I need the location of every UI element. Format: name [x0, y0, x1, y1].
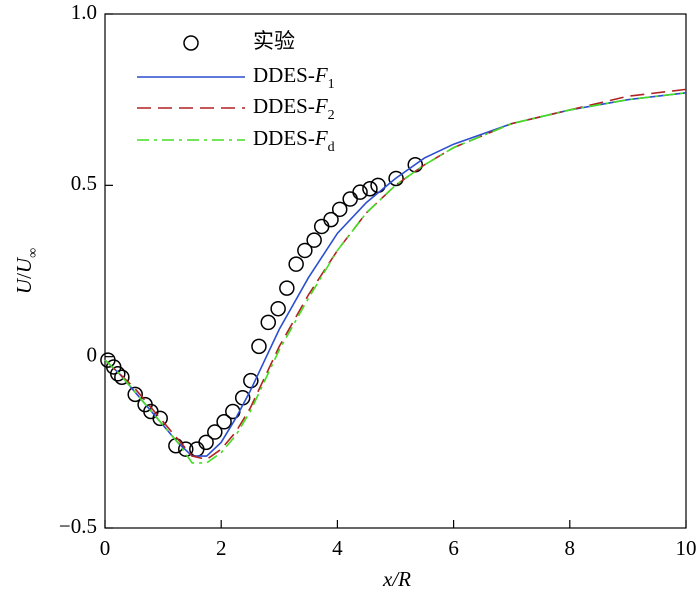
y-axis-title: U/U∞ — [12, 248, 41, 294]
legend-label: 实验 — [253, 29, 295, 53]
data-point — [352, 184, 368, 200]
data-point — [297, 242, 313, 259]
data-point — [362, 181, 378, 197]
data-point — [198, 434, 214, 451]
data-point — [225, 403, 241, 420]
data-point — [216, 414, 232, 430]
data-point — [178, 441, 194, 457]
data-point — [279, 280, 295, 296]
data-point — [152, 410, 168, 427]
y-tick-label: −0.5 — [59, 514, 97, 538]
y-tick-label: 0.5 — [71, 171, 97, 195]
data-point — [331, 201, 348, 218]
data-point — [288, 256, 304, 272]
legend-marker — [183, 35, 199, 51]
plot-frame — [104, 13, 687, 529]
legend-label: DDES-Fd — [253, 126, 335, 155]
x-tick-label: 4 — [332, 536, 343, 560]
data-point — [234, 390, 251, 406]
data-point — [313, 218, 330, 235]
data-point — [270, 300, 286, 317]
legend-label: DDES-F1 — [253, 63, 335, 92]
series-line — [104, 92, 687, 457]
x-tick-label: 8 — [565, 536, 576, 560]
data-point — [388, 170, 404, 187]
y-tick-label: 1.0 — [71, 0, 97, 24]
x-tick-label: 0 — [100, 536, 111, 560]
legend-label: DDES-F2 — [253, 94, 335, 123]
data-point — [342, 191, 358, 207]
data-point — [260, 314, 277, 331]
data-point — [110, 366, 126, 382]
data-point — [370, 177, 386, 194]
x-axis-title: x/R — [382, 567, 411, 591]
series-line — [104, 88, 687, 461]
data-point — [243, 372, 259, 389]
data-point — [323, 211, 339, 228]
x-tick-label: 6 — [448, 536, 459, 560]
series-line — [104, 92, 687, 464]
data-point — [306, 232, 322, 248]
x-tick-label: 10 — [676, 536, 697, 560]
y-tick-label: 0 — [87, 342, 98, 366]
data-point — [189, 441, 205, 457]
data-point — [207, 424, 223, 440]
data-point — [251, 338, 267, 355]
x-tick-label: 2 — [216, 536, 227, 560]
data-point — [114, 369, 130, 385]
data-point — [127, 386, 143, 403]
